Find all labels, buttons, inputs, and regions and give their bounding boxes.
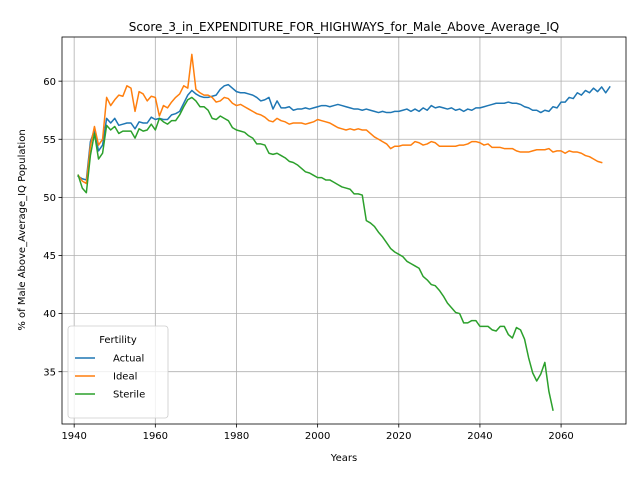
x-tick-label: 2060 (548, 431, 573, 442)
axis-ticks: 1940 1960 1980 2000 2020 2040 2060 35 40 45 50 55 60 (43, 77, 574, 442)
x-axis-label: Years (330, 453, 357, 464)
series-lines (77, 53, 611, 411)
legend-label-actual: Actual (113, 354, 144, 365)
y-tick-label: 40 (43, 309, 56, 320)
y-axis-label: % of Male Above_Average_IQ Population (17, 129, 28, 330)
chart-title: Score_3_in_EXPENDITURE_FOR_HIGHWAYS_for_… (129, 20, 559, 34)
x-tick-label: 2020 (386, 431, 411, 442)
plot-frame (61, 36, 627, 425)
legend-label-ideal: Ideal (113, 372, 137, 383)
series-line-actual (77, 83, 611, 181)
y-tick-label: 45 (43, 251, 56, 262)
y-tick-label: 55 (43, 135, 56, 146)
y-tick-label: 35 (43, 367, 56, 378)
series-line-ideal (77, 53, 603, 185)
y-tick-label: 60 (43, 77, 56, 88)
x-tick-label: 2040 (467, 431, 492, 442)
legend-title: Fertility (99, 335, 137, 346)
series-line-sterile (77, 96, 554, 411)
legend: Fertility Actual Ideal Sterile (67, 325, 169, 419)
legend-label-sterile: Sterile (113, 390, 145, 401)
x-tick-label: 1980 (224, 431, 249, 442)
legend-box (67, 325, 169, 419)
y-tick-label: 50 (43, 193, 56, 204)
x-tick-label: 1960 (143, 431, 168, 442)
x-tick-label: 1940 (61, 431, 86, 442)
legend-entries: Actual Ideal Sterile (75, 354, 145, 401)
x-tick-label: 2000 (305, 431, 330, 442)
